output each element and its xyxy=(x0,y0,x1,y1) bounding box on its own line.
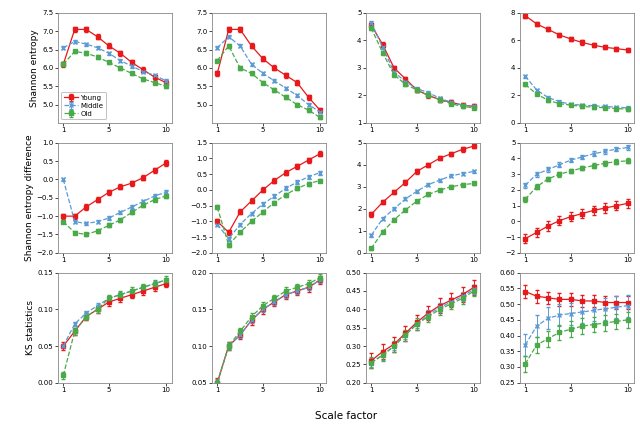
Y-axis label: Shannon entropy difference: Shannon entropy difference xyxy=(24,135,33,261)
Y-axis label: KS statistics: KS statistics xyxy=(26,300,35,355)
Y-axis label: Shannon entropy: Shannon entropy xyxy=(31,29,40,107)
Legend: Young, Middle, Old: Young, Middle, Old xyxy=(61,92,106,120)
Text: Scale factor: Scale factor xyxy=(314,412,377,421)
